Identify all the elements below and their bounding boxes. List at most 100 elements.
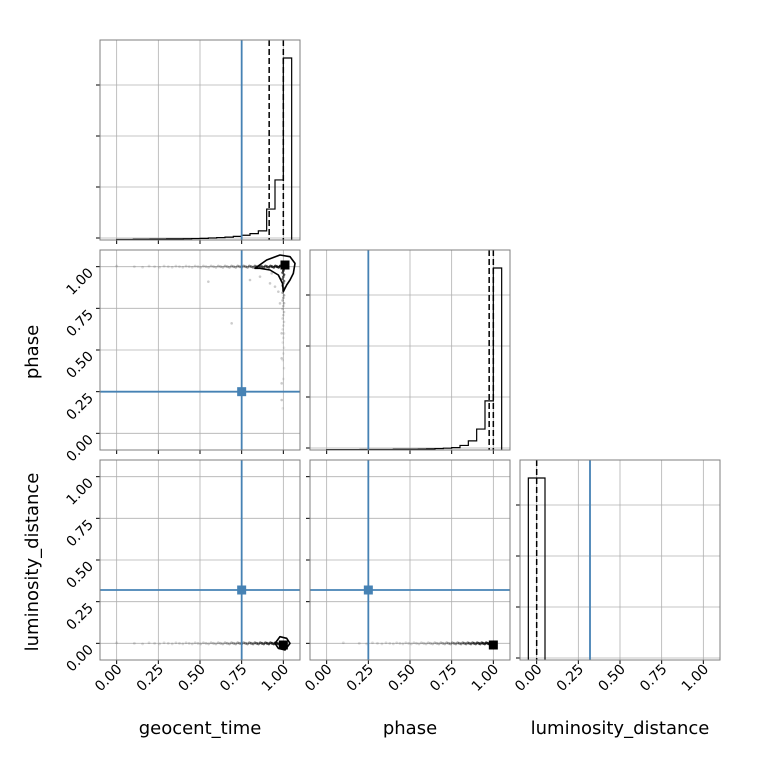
scatter-phase-vs-geocent-time-scatter-point-9: [280, 382, 283, 385]
scatter-luminosity-distance-vs-phase-sample-8: [391, 642, 395, 646]
panel-layer: 0.00 0.25 0.50 0.75 1.000.000.250.500.751.00…: [63, 39, 721, 695]
scatter-luminosity-distance-vs-phase-peak-marker: [488, 640, 498, 650]
scatter-luminosity-distance-vs-phase-truth-marker: [363, 585, 373, 595]
scatter-luminosity-distance-vs-phase-sample-14: [409, 642, 413, 646]
scatter-luminosity-distance-vs-geocent-time: 0.00 0.25 0.50 0.75 1.000.000.250.500.751.00: [63, 459, 301, 695]
scatter-phase-vs-geocent-time-column-sample-7: [282, 336, 285, 340]
scatter-phase-vs-geocent-time-sample-27: [223, 264, 227, 268]
scatter-phase-vs-geocent-time-sample-12: [184, 264, 188, 268]
scatter-luminosity-distance-vs-geocent-time-sample-41: [251, 642, 255, 646]
scatter-luminosity-distance-vs-phase-sample-20: [424, 642, 428, 646]
scatter-luminosity-distance-vs-geocent-time-sample-10: [178, 641, 181, 645]
scatter-luminosity-distance-vs-phase-sample-35: [454, 642, 458, 646]
scatter-luminosity-distance-vs-phase-sample-18: [420, 641, 423, 645]
scatter-luminosity-distance-vs-geocent-time-sample-9: [174, 641, 178, 645]
scatter-phase-vs-geocent-time-truth-marker: [237, 387, 247, 397]
scatter-luminosity-distance-vs-geocent-time-border: [99, 459, 301, 661]
scatter-phase-vs-geocent-time-scatter-point-4: [268, 282, 272, 285]
scatter-phase-vs-geocent-time-sample-31: [232, 265, 236, 269]
scatter-phase-vs-geocent-time-scatter-point-7: [280, 332, 283, 335]
scatter-luminosity-distance-vs-geocent-time-sample-14: [190, 642, 194, 646]
scatter-phase-vs-geocent-time-column-sample-4: [282, 352, 285, 355]
scatter-phase-vs-geocent-time-column-sample-15: [281, 307, 284, 311]
scatter-phase-vs-geocent-time-contour: [254, 254, 296, 293]
scatter-phase-vs-geocent-time-scatter-point-2: [248, 278, 252, 282]
scatter-phase-vs-geocent-time-scatter-point-8: [280, 357, 283, 360]
scatter-phase-vs-geocent-time-sample-29: [228, 265, 231, 269]
hist-luminosity-distance-xtick-label-2: 0.50: [595, 662, 628, 695]
scatter-phase-vs-geocent-time-column-sample-20: [282, 293, 286, 297]
scatter-phase-vs-geocent-time-scatter-point-12: [270, 272, 273, 275]
scatter-phase-vs-geocent-time-border: [99, 249, 301, 451]
scatter-phase-vs-geocent-time-sample-2: [141, 265, 144, 269]
scatter-luminosity-distance-vs-phase-sample-2: [365, 642, 369, 646]
hist-phase-step: [326, 267, 503, 451]
scatter-luminosity-distance-vs-phase-sample-0: [341, 641, 345, 645]
scatter-phase-vs-geocent-time-column-sample-5: [282, 346, 286, 350]
scatter-luminosity-distance-vs-geocent-time-sample-27: [223, 641, 227, 645]
scatter-luminosity-distance-vs-geocent-time-sample-7: [166, 641, 170, 645]
label-layer: phase luminosity_distance geocent_time p…: [22, 325, 709, 739]
scatter-luminosity-distance-vs-phase-sample-4: [376, 641, 379, 645]
scatter-luminosity-distance-vs-phase-sample-16: [415, 641, 418, 645]
scatter-phase-vs-geocent-time: 0.00 0.25 0.50 0.75 1.00: [63, 249, 301, 465]
scatter-luminosity-distance-vs-phase-sample-31: [447, 641, 451, 645]
scatter-luminosity-distance-vs-geocent-time-sample-31: [232, 641, 236, 645]
scatter-phase-vs-geocent-time-sample-38: [246, 265, 249, 269]
scatter-phase-vs-geocent-time-sample-13: [187, 265, 191, 269]
scatter-phase-vs-geocent-time-scatter-point-6: [277, 290, 280, 293]
scatter-phase-vs-geocent-time-column-sample-3: [281, 358, 284, 362]
scatter-luminosity-distance-vs-phase-sample-17: [417, 642, 421, 646]
scatter-luminosity-distance-vs-phase-sample-33: [450, 641, 454, 645]
x-axis-label-geocent-time: geocent_time: [139, 718, 262, 739]
scatter-phase-vs-geocent-time-scatter-point-11: [278, 302, 282, 305]
scatter-phase-vs-geocent-time-peak-marker: [280, 260, 290, 270]
scatter-phase-vs-geocent-time-sample-20: [207, 265, 210, 269]
scatter-luminosity-distance-vs-phase-xtick-label-0: 0.00: [302, 662, 335, 695]
scatter-luminosity-distance-vs-phase-sample-36: [456, 641, 460, 645]
scatter-phase-vs-geocent-time-sample-7: [166, 265, 170, 269]
scatter-phase-vs-geocent-time-ytick-label-1: 0.25: [63, 390, 96, 423]
hist-luminosity-distance-xtick-label-1: 0.25: [554, 662, 587, 695]
scatter-luminosity-distance-vs-phase-xtick-label-3: 0.75: [427, 662, 460, 695]
scatter-luminosity-distance-vs-phase-sample-38: [459, 642, 463, 646]
scatter-phase-vs-geocent-time-sample-5: [158, 265, 161, 269]
scatter-phase-vs-geocent-time-sample-4: [153, 265, 156, 269]
scatter-phase-vs-geocent-time-scatter-point-0: [207, 280, 210, 283]
scatter-phase-vs-geocent-time-sample-24: [216, 264, 220, 268]
scatter-phase-vs-geocent-time-column-sample-11: [282, 320, 286, 324]
scatter-phase-vs-geocent-time-column-sample-14: [282, 310, 286, 314]
scatter-luminosity-distance-vs-phase: 0.00 0.25 0.50 0.75 1.00: [302, 459, 511, 695]
scatter-phase-vs-geocent-time-column-sample-19: [282, 296, 285, 300]
scatter-phase-vs-geocent-time-ytick-label-4: 1.00: [63, 265, 96, 298]
scatter-phase-vs-geocent-time-column-sample-31: [282, 269, 285, 272]
scatter-luminosity-distance-vs-geocent-time-ytick-label-2: 0.50: [63, 559, 96, 592]
scatter-luminosity-distance-vs-geocent-time-xtick-label-1: 0.25: [134, 662, 167, 695]
scatter-luminosity-distance-vs-geocent-time-contour: [274, 635, 291, 651]
scatter-luminosity-distance-vs-geocent-time-sample-39: [247, 641, 251, 645]
scatter-phase-vs-geocent-time-column-sample-0: [281, 407, 284, 410]
scatter-luminosity-distance-vs-geocent-time-xtick-label-0: 0.00: [92, 662, 125, 695]
scatter-luminosity-distance-vs-geocent-time-sample-13: [187, 641, 191, 645]
scatter-luminosity-distance-vs-geocent-time-sample-19: [204, 641, 208, 645]
scatter-luminosity-distance-vs-phase-sample-23: [431, 642, 435, 646]
scatter-luminosity-distance-vs-phase-sample-37: [457, 641, 461, 645]
scatter-phase-vs-geocent-time-scatter-point-1: [230, 322, 233, 325]
scatter-luminosity-distance-vs-geocent-time-xtick-label-3: 0.75: [217, 662, 250, 695]
scatter-phase-vs-geocent-time-sample-30: [230, 264, 233, 268]
scatter-luminosity-distance-vs-phase-sample-32: [449, 642, 452, 646]
scatter-luminosity-distance-vs-phase-sample-3: [371, 641, 374, 645]
hist-luminosity-distance-xtick-label-0: 0.00: [512, 662, 545, 695]
scatter-phase-vs-geocent-time-sample-14: [190, 265, 194, 269]
scatter-phase-vs-geocent-time-sample-0: [115, 264, 119, 268]
scatter-phase-vs-geocent-time-sample-33: [236, 264, 240, 268]
scatter-phase-vs-geocent-time-ytick-label-2: 0.50: [63, 349, 96, 382]
scatter-luminosity-distance-vs-geocent-time-peak-marker: [278, 640, 288, 650]
scatter-luminosity-distance-vs-phase-xtick-label-2: 0.50: [385, 662, 418, 695]
scatter-luminosity-distance-vs-phase-sample-15: [412, 641, 416, 645]
scatter-luminosity-distance-vs-phase-sample-34: [452, 641, 456, 645]
scatter-luminosity-distance-vs-phase-sample-25: [435, 641, 439, 645]
scatter-luminosity-distance-vs-geocent-time-sample-16: [196, 641, 200, 645]
scatter-luminosity-distance-vs-phase-sample-7: [388, 641, 392, 645]
